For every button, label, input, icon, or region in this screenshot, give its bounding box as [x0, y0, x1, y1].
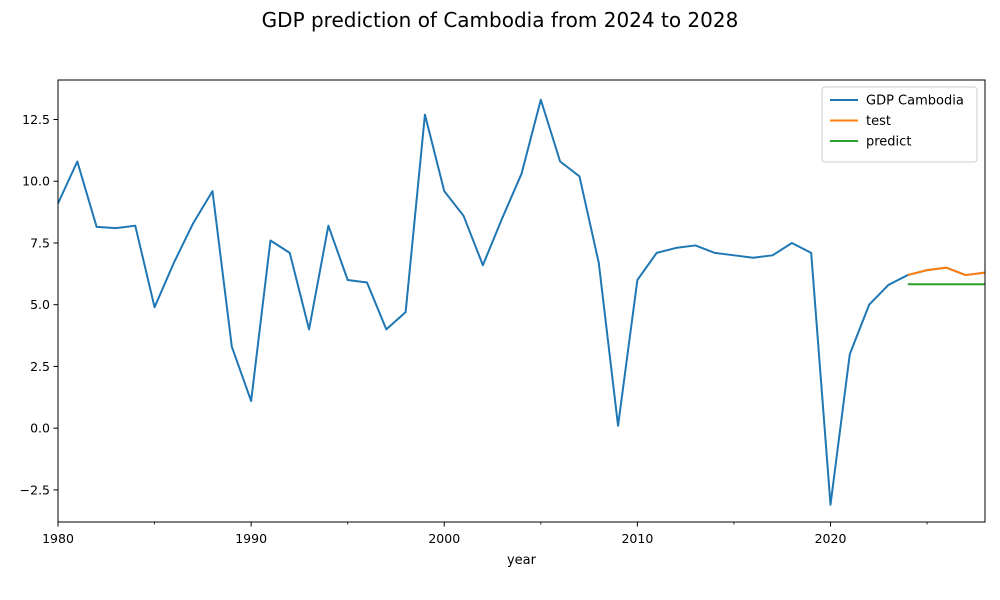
legend-box	[821, 86, 978, 163]
y-axis: −2.5 0.0 2.5 5.0 7.5 10.0 12.5	[20, 112, 58, 497]
x-axis-label: year	[507, 553, 537, 568]
series-line-gdp-cambodia	[58, 98, 985, 506]
legend-label: test	[866, 114, 891, 129]
chart-title: GDP prediction of Cambodia from 2024 to …	[261, 8, 739, 32]
y-tick-label: 12.5	[22, 112, 50, 127]
y-tick-label: 0.0	[30, 421, 50, 436]
plot-frame	[57, 79, 986, 523]
x-tick-label: 2000	[428, 531, 460, 546]
legend: GDP Cambodia test predict	[821, 86, 978, 163]
x-tick-label: 1990	[235, 531, 267, 546]
legend-label: GDP Cambodia	[866, 94, 964, 109]
y-tick-label: −2.5	[20, 482, 50, 497]
x-tick-label: 1980	[42, 531, 74, 546]
y-tick-label: 10.0	[22, 174, 50, 189]
x-axis: 1980 1990 2000 2010 2020	[42, 522, 928, 546]
y-tick-label: 7.5	[30, 235, 50, 250]
plot-area	[57, 79, 986, 523]
legend-label: predict	[866, 135, 911, 150]
x-tick-label: 2010	[621, 531, 653, 546]
series-line-test	[907, 266, 985, 277]
y-tick-label: 5.0	[30, 297, 50, 312]
x-tick-label: 2020	[815, 531, 847, 546]
y-tick-label: 2.5	[30, 359, 50, 374]
